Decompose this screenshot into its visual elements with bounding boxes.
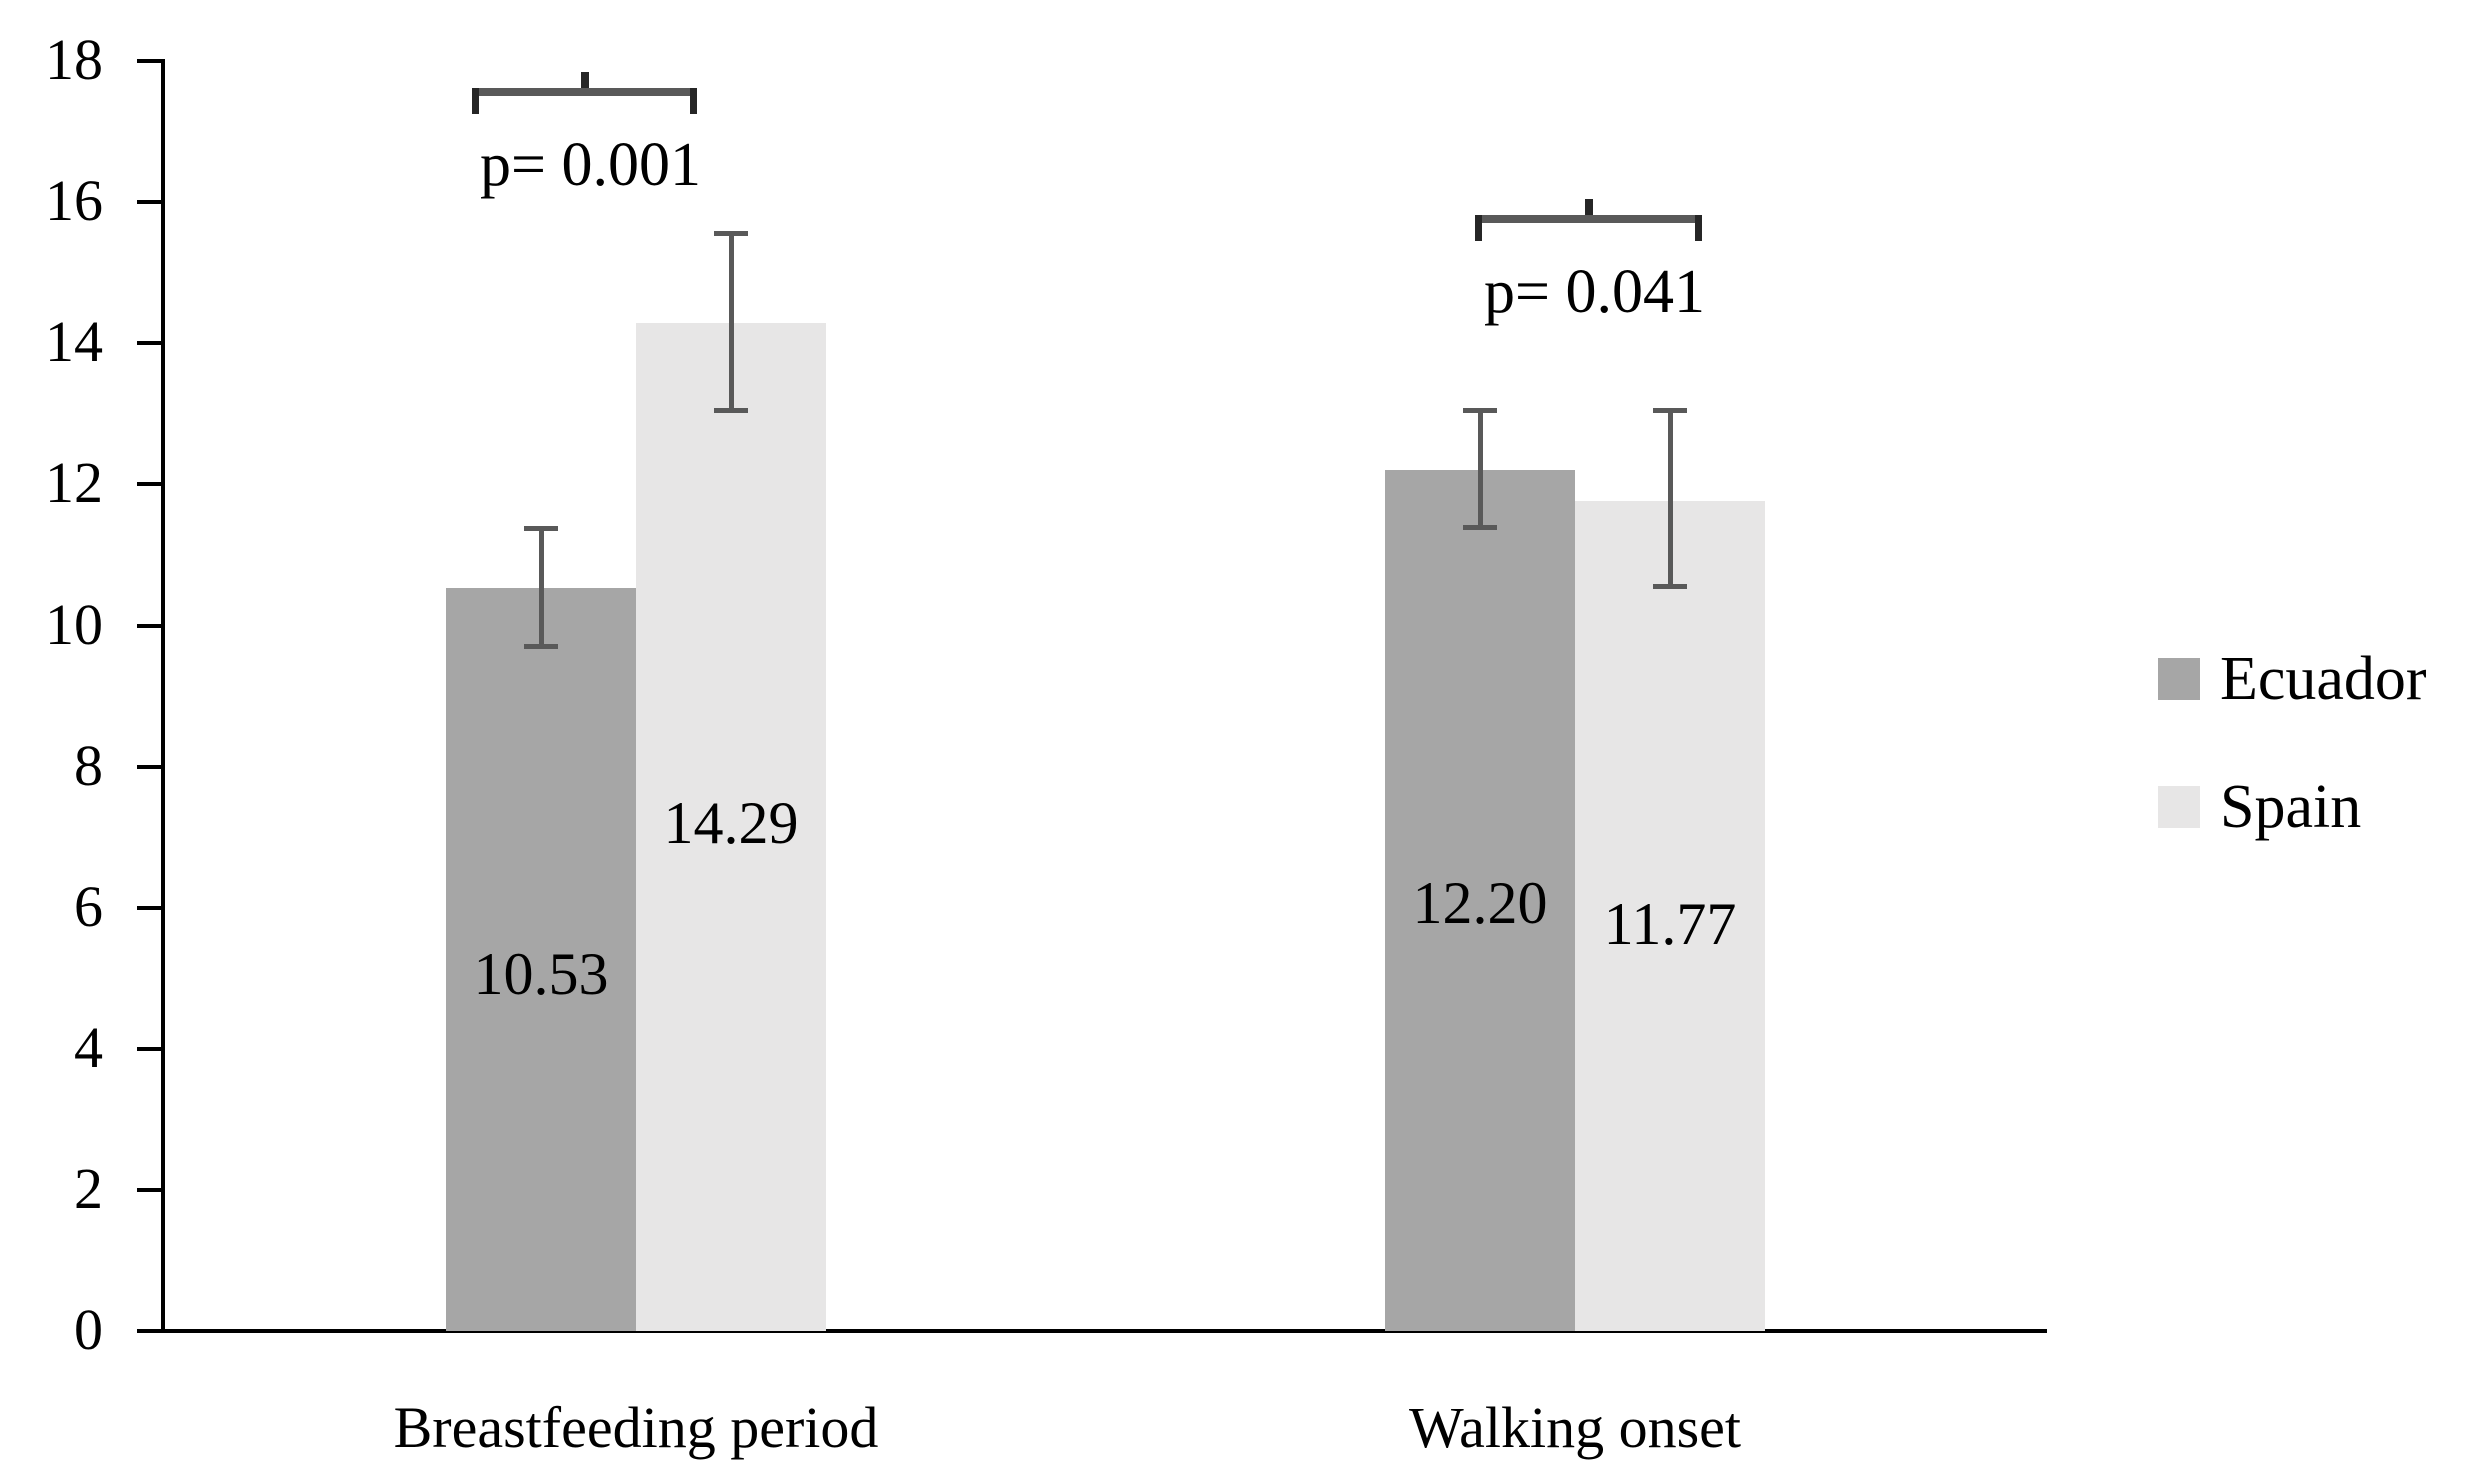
error-bar-cap-top — [1463, 408, 1497, 414]
significance-bracket-end-right — [690, 88, 697, 114]
y-axis-tick — [137, 1046, 163, 1051]
bar-value-label: 14.29 — [663, 790, 799, 856]
bar-value-label: 10.53 — [473, 941, 609, 1007]
error-bar-cap-bottom — [1463, 525, 1497, 531]
error-bar-cap-bottom — [1653, 584, 1687, 590]
x-category-label-breastfeeding: Breastfeeding period — [393, 1395, 879, 1460]
y-tick-label: 12 — [45, 450, 103, 516]
error-bar-cap-top — [1653, 408, 1687, 414]
significance-bracket-end-left — [1475, 215, 1482, 241]
y-tick-label: 10 — [45, 591, 103, 657]
y-tick-label: 0 — [74, 1296, 103, 1362]
error-bar-cap-top — [714, 230, 748, 236]
error-bar-line — [538, 528, 544, 647]
bar-value-label: 12.20 — [1412, 870, 1548, 936]
significance-bracket-line — [1475, 215, 1702, 223]
legend-swatch-ecuador — [2158, 658, 2200, 700]
y-tick-label: 18 — [45, 26, 103, 92]
p-value-label-walking: p= 0.041 — [1484, 258, 1705, 326]
significance-bracket-end-right — [1695, 215, 1702, 241]
legend-label-spain: Spain — [2220, 773, 2362, 841]
y-axis-line — [161, 59, 165, 1333]
error-bar-cap-bottom — [524, 643, 558, 649]
error-bar-cap-top — [524, 526, 558, 532]
error-bar-line — [728, 232, 734, 412]
y-tick-label: 4 — [74, 1014, 103, 1080]
significance-bracket-line — [472, 88, 697, 96]
y-axis-tick — [137, 1187, 163, 1192]
bar-value-label: 11.77 — [1603, 891, 1737, 957]
legend-item-ecuador: Ecuador — [2158, 648, 2427, 710]
y-tick-label: 6 — [74, 873, 103, 939]
legend-swatch-spain — [2158, 786, 2200, 828]
y-axis-tick — [137, 1329, 163, 1333]
significance-bracket-center-tick — [1584, 199, 1593, 215]
bar-ecuador-breastfeeding — [446, 588, 636, 1331]
bar-spain-walking — [1575, 500, 1765, 1331]
y-axis-tick — [137, 482, 163, 487]
y-axis-tick — [137, 623, 163, 628]
y-axis-tick — [137, 59, 163, 64]
legend-label-ecuador: Ecuador — [2220, 645, 2427, 713]
y-axis-tick — [137, 764, 163, 769]
y-tick-label: 14 — [45, 309, 103, 375]
significance-bracket-end-left — [472, 88, 479, 114]
error-bar-cap-bottom — [714, 408, 748, 414]
y-tick-label: 2 — [74, 1155, 103, 1221]
x-category-label-walking: Walking onset — [1409, 1395, 1741, 1460]
p-value-label-breastfeeding: p= 0.001 — [480, 131, 701, 199]
bar-ecuador-walking — [1385, 470, 1575, 1331]
y-axis-tick — [137, 905, 163, 910]
y-tick-label: 8 — [74, 732, 103, 798]
x-axis-line — [163, 1329, 2047, 1333]
y-axis-tick — [137, 341, 163, 346]
legend-item-spain: Spain — [2158, 776, 2361, 838]
y-axis-tick — [137, 200, 163, 205]
significance-bracket-center-tick — [580, 72, 589, 88]
error-bar-line — [1477, 410, 1483, 529]
bar-spain-breastfeeding — [636, 322, 826, 1331]
y-tick-label: 16 — [45, 168, 103, 234]
error-bar-line — [1667, 410, 1673, 588]
